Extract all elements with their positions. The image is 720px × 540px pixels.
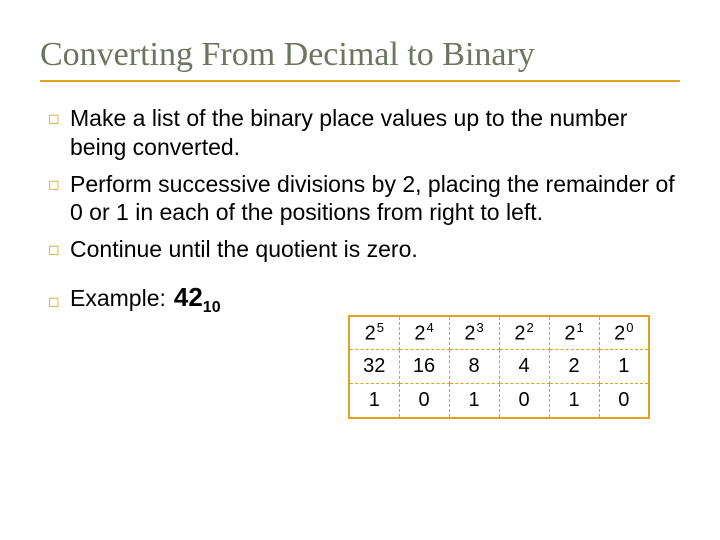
binary-table-wrap: 25 24 23 22 21 20 32 16 8 4 2 1 1 0 1 0 … [40, 315, 680, 419]
bullet-list: ◻ Make a list of the binary place values… [40, 104, 680, 317]
example-value-sub: 10 [203, 299, 221, 316]
bullet-text: Make a list of the binary place values u… [70, 104, 680, 162]
example-label: Example: [70, 285, 166, 312]
table-cell: 20 [599, 316, 649, 350]
table-row: 32 16 8 4 2 1 [349, 350, 649, 384]
table-cell: 1 [549, 384, 599, 418]
table-cell: 16 [399, 350, 449, 384]
table-row: 25 24 23 22 21 20 [349, 316, 649, 350]
slide-title: Converting From Decimal to Binary [40, 36, 680, 74]
example-value-base: 42 [174, 282, 203, 312]
example-item: ◻ Example: 4210 [46, 282, 680, 317]
table-cell: 24 [399, 316, 449, 350]
table-cell: 22 [499, 316, 549, 350]
table-cell: 32 [349, 350, 399, 384]
binary-table: 25 24 23 22 21 20 32 16 8 4 2 1 1 0 1 0 … [348, 315, 650, 419]
bullet-icon: ◻ [46, 104, 70, 132]
table-cell: 1 [599, 350, 649, 384]
table-cell: 25 [349, 316, 399, 350]
table-cell: 4 [499, 350, 549, 384]
list-item: ◻ Perform successive divisions by 2, pla… [46, 170, 680, 228]
table-cell: 0 [599, 384, 649, 418]
table-cell: 21 [549, 316, 599, 350]
bullet-icon: ◻ [46, 287, 70, 315]
bullet-text: Perform successive divisions by 2, placi… [70, 170, 680, 228]
bullet-icon: ◻ [46, 170, 70, 198]
table-row: 1 0 1 0 1 0 [349, 384, 649, 418]
title-underline [40, 80, 680, 82]
table-cell: 23 [449, 316, 499, 350]
table-cell: 2 [549, 350, 599, 384]
list-item: ◻ Continue until the quotient is zero. [46, 235, 680, 264]
table-cell: 8 [449, 350, 499, 384]
bullet-text: Continue until the quotient is zero. [70, 235, 680, 264]
bullet-icon: ◻ [46, 235, 70, 263]
example-value: 4210 [174, 282, 221, 317]
table-cell: 0 [499, 384, 549, 418]
list-item: ◻ Make a list of the binary place values… [46, 104, 680, 162]
table-cell: 0 [399, 384, 449, 418]
table-cell: 1 [449, 384, 499, 418]
table-cell: 1 [349, 384, 399, 418]
